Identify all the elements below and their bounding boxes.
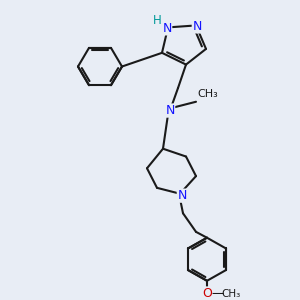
Text: N: N — [177, 189, 187, 202]
Text: CH₃: CH₃ — [197, 89, 218, 99]
Text: CH₃: CH₃ — [221, 290, 240, 299]
Text: O: O — [202, 287, 212, 300]
Text: N: N — [165, 104, 175, 117]
Text: N: N — [192, 20, 202, 33]
Text: N: N — [162, 22, 172, 35]
Text: H: H — [153, 14, 161, 27]
